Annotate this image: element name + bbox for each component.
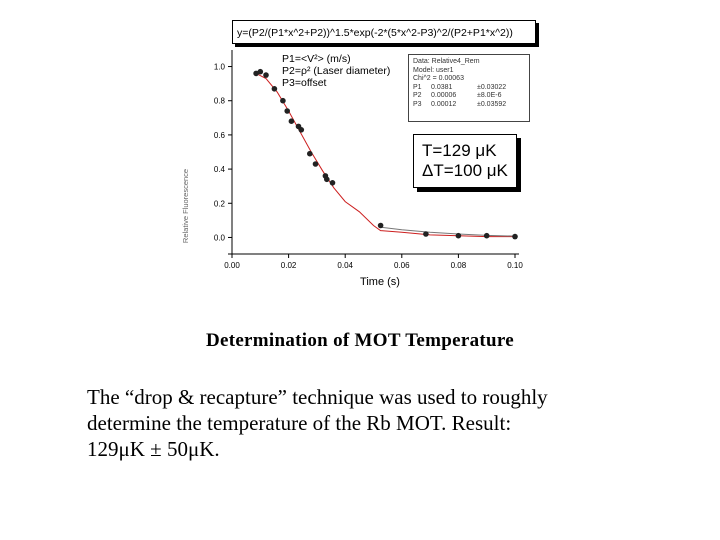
- fit-results-box: Data: Relative4_Rem Model: user1 Chi^2 =…: [408, 54, 530, 122]
- data-point: [324, 176, 330, 183]
- data-point: [377, 222, 384, 229]
- temperature-uncertainty: ΔT=100 μK: [422, 161, 508, 180]
- param-p2: P2=ρ² (Laser diameter): [282, 65, 391, 77]
- x-tick-label: 0.10: [507, 261, 523, 270]
- fit-param-name: P3: [413, 100, 422, 108]
- x-tick-label: 0.06: [394, 261, 410, 270]
- y-tick-label: 0.0: [214, 233, 226, 242]
- data-point: [257, 68, 264, 75]
- y-tick-label: 0.6: [214, 131, 226, 140]
- temperature-value: T=129 μK: [422, 141, 497, 160]
- param-p3: P3=offset: [282, 77, 327, 89]
- data-point: [263, 72, 269, 78]
- plot-series: [253, 68, 518, 240]
- x-tick-label: 0.02: [281, 261, 297, 270]
- y-tick-label: 1.0: [214, 63, 226, 72]
- axes: 0.00 0.02 0.04 0.06 0.08 0.10 0.0 0.2 0.4 0.6 0.8 1…: [214, 50, 523, 270]
- y-axis-label: Relative Fluorescence: [181, 169, 190, 243]
- fit-data-name: Data: Relative4_Rem: [413, 58, 480, 65]
- x-axis-label: Time (s): [360, 276, 400, 288]
- body-line: The “drop & recapture” technique was use…: [87, 385, 548, 409]
- fit-param-value: 0.0381: [431, 83, 453, 91]
- parameter-legend: P1=<V²> (m/s) P2=ρ² (Laser diameter) P3=…: [282, 53, 390, 89]
- body-line: determine the temperature of the Rb MOT.…: [87, 411, 512, 435]
- data-point: [307, 150, 313, 157]
- fit-param-value: 0.00006: [431, 92, 457, 99]
- data-point: [298, 127, 305, 133]
- fit-formula-box: y=(P2/(P1*x^2+P2))^1.5*exp(-2*(5*x^2-P3)…: [232, 20, 536, 44]
- fit-row: P1 0.0381 ±0.03022: [413, 84, 525, 93]
- data-point: [455, 232, 462, 239]
- data-point: [253, 70, 259, 77]
- fit-row: P3 0.00012 ±0.03592: [413, 101, 525, 110]
- y-tick-label: 0.2: [214, 199, 226, 208]
- fit-param-value: 0.00012: [431, 100, 457, 108]
- data-point: [312, 161, 319, 167]
- y-tick-label: 0.4: [214, 165, 226, 174]
- fit-model: Model: user1: [413, 66, 454, 74]
- fit-row: P2 0.00006 ±8.0E-6: [413, 92, 525, 101]
- fit-param-error: ±0.03592: [477, 100, 507, 108]
- data-point: [284, 108, 291, 114]
- param-p1: P1=<V²> (m/s): [282, 53, 351, 65]
- fit-param-name: P2: [413, 92, 422, 99]
- fit-param-name: P1: [413, 83, 422, 91]
- fit-chi2: Chi^2 = 0.00063: [413, 75, 464, 82]
- data-point: [329, 180, 336, 186]
- fit-curve: [380, 226, 516, 237]
- data-point: [288, 118, 295, 124]
- x-tick-label: 0.08: [451, 261, 467, 270]
- slide-body: The “drop & recapture” technique was use…: [87, 384, 647, 462]
- body-line: 129μK ± 50μK.: [87, 437, 220, 461]
- fit-formula: y=(P2/(P1*x^2+P2))^1.5*exp(-2*(5*x^2-P3)…: [237, 27, 513, 39]
- data-point: [280, 97, 286, 104]
- data-point: [512, 233, 518, 240]
- fit-param-error: ±0.03022: [477, 83, 507, 91]
- slide-title: Determination of MOT Temperature: [205, 330, 515, 351]
- data-point: [423, 231, 429, 237]
- x-tick-label: 0.00: [224, 261, 240, 270]
- fit-curve: [255, 72, 515, 238]
- temperature-box: T=129 μK ΔT=100 μK: [413, 134, 517, 188]
- data-point: [271, 86, 278, 92]
- fit-param-error: ±8.0E-6: [477, 92, 502, 99]
- x-tick-label: 0.04: [337, 261, 353, 270]
- chart: 0.00 0.02 0.04 0.06 0.08 0.10 0.0 0.2 0.4 0.6 0.8 1…: [181, 50, 523, 288]
- data-point: [483, 232, 490, 239]
- y-tick-label: 0.8: [214, 97, 226, 106]
